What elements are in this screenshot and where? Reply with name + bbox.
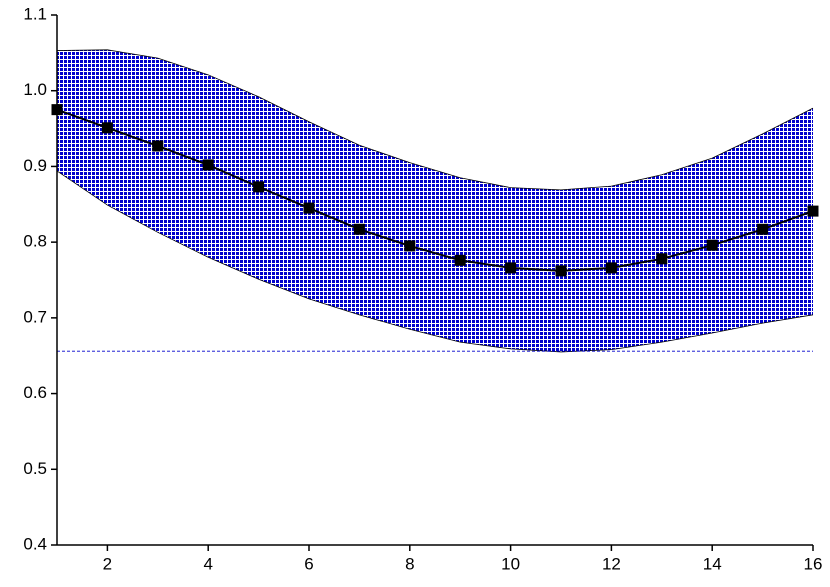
marker: [505, 262, 517, 274]
y-tick-label: 0.7: [23, 307, 47, 326]
marker: [303, 202, 315, 214]
x-tick-label: 12: [602, 554, 621, 573]
x-tick-label: 14: [703, 554, 722, 573]
series-line: [56, 108, 814, 272]
x-tick-label: 4: [203, 554, 212, 573]
y-tick-label: 1.1: [23, 4, 47, 23]
y-tick-label: 1.0: [23, 80, 47, 99]
marker: [706, 239, 718, 251]
marker: [757, 223, 769, 235]
y-tick-label: 0.6: [23, 383, 47, 402]
marker: [807, 205, 819, 217]
x-tick-label: 8: [405, 554, 414, 573]
band-edge: [56, 170, 814, 353]
marker: [253, 181, 265, 193]
marker: [656, 253, 668, 265]
band-edge: [56, 49, 814, 191]
x-tick-label: 6: [304, 554, 313, 573]
marker: [605, 262, 617, 274]
x-tick-label: 2: [103, 554, 112, 573]
y-tick-label: 0.5: [23, 459, 47, 478]
confidence-band: [57, 49, 813, 352]
y-tick-label: 0.4: [23, 534, 47, 553]
y-tick-label: 0.9: [23, 156, 47, 175]
x-tick-label: 16: [804, 554, 823, 573]
marker: [353, 223, 365, 235]
marker: [555, 265, 567, 277]
marker: [454, 254, 466, 266]
x-tick-label: 10: [501, 554, 520, 573]
marker: [404, 240, 416, 252]
marker: [101, 122, 113, 134]
y-tick-label: 0.8: [23, 232, 47, 251]
marker: [202, 159, 214, 171]
marker: [152, 140, 164, 152]
